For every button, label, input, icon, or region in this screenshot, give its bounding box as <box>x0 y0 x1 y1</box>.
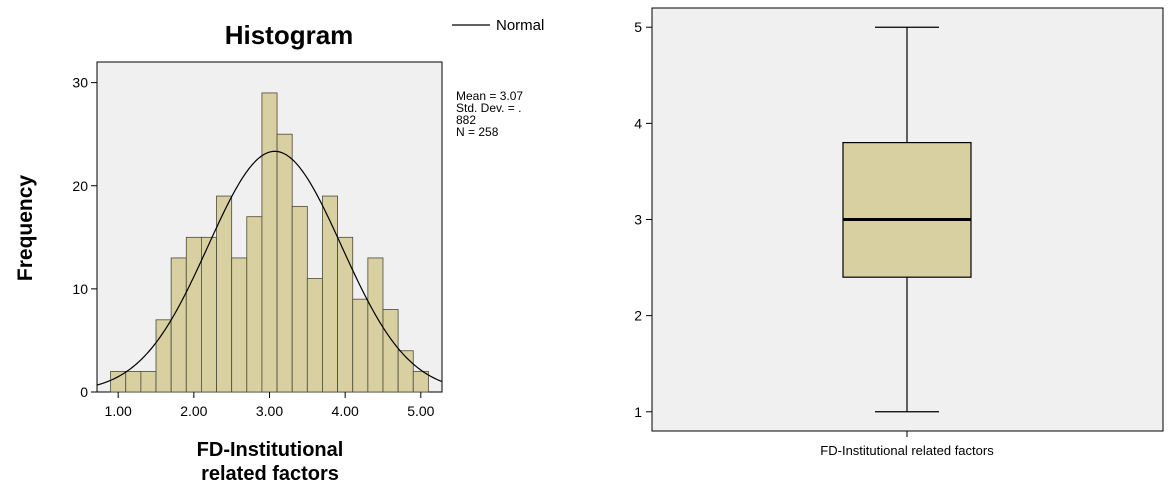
boxplot-y-tick-label: 1 <box>634 404 642 420</box>
histogram-bar <box>110 370 127 393</box>
histogram-chart: Histogram 0 10 20 30 1.00 2.00 3.00 4.00 5.00 F… <box>14 17 544 485</box>
histogram-bar <box>125 370 142 393</box>
histogram-bar <box>231 257 248 393</box>
histogram-x-axis-title-line1: FD-Institutional <box>197 439 344 461</box>
histogram-bar <box>216 195 233 393</box>
histogram-bar <box>276 133 293 393</box>
legend-normal-label: Normal <box>496 17 544 34</box>
histogram-x-tick-label: 5.00 <box>407 403 434 419</box>
histogram-x-axis: 1.00 2.00 3.00 4.00 5.00 <box>105 392 435 419</box>
boxplot-y-tick-label: 5 <box>634 19 642 35</box>
normal-curve <box>96 150 443 386</box>
histogram-bar <box>367 257 384 393</box>
boxplot-category-label: FD-Institutional related factors <box>820 443 994 458</box>
histogram-x-tick-label: 1.00 <box>105 403 132 419</box>
boxplot-y-tick-label: 4 <box>634 115 642 131</box>
histogram-bar <box>322 195 338 393</box>
histogram-x-tick-label: 2.00 <box>180 403 207 419</box>
histogram-bar <box>155 319 172 393</box>
histogram-bar <box>337 236 354 393</box>
stat-std-dev: Std. Dev. = . <box>456 101 521 115</box>
boxplot-y-tick-label: 3 <box>634 212 642 228</box>
histogram-bar <box>246 216 263 393</box>
histogram-bar <box>261 92 278 393</box>
histogram-bar <box>291 205 308 393</box>
histogram-y-axis: 0 10 20 30 <box>72 75 97 400</box>
histogram-y-tick-label: 10 <box>72 281 88 297</box>
histogram-bar <box>352 298 369 393</box>
histogram-y-tick-label: 20 <box>72 178 88 194</box>
histogram-bar <box>185 236 202 393</box>
histogram-title: Histogram <box>225 20 354 50</box>
histogram-x-tick-label: 3.00 <box>256 403 283 419</box>
stat-mean: Mean = 3.07 <box>456 89 523 103</box>
histogram-bar <box>201 236 217 393</box>
histogram-bar <box>170 257 187 393</box>
histogram-bar <box>382 309 399 393</box>
histogram-y-tick-label: 30 <box>72 75 88 91</box>
histogram-y-tick-label: 0 <box>80 384 88 400</box>
histogram-bar <box>306 278 323 393</box>
boxplot-chart: 1 2 3 4 5 FD-Institutional related factors <box>634 7 1164 458</box>
boxplot-y-tick-label: 2 <box>634 308 642 324</box>
histogram-y-axis-title: Frequency <box>14 175 37 282</box>
boxplot-box <box>842 141 972 278</box>
boxplot-marks <box>842 26 972 413</box>
stat-std-dev-cont: 882 <box>456 113 476 127</box>
histogram-bar <box>412 370 429 393</box>
boxplot-y-axis: 1 2 3 4 5 <box>634 19 652 420</box>
histogram-x-axis-title-line2: related factors <box>201 463 339 485</box>
stat-n: N = 258 <box>456 125 499 139</box>
histogram-x-tick-label: 4.00 <box>332 403 359 419</box>
histogram-bar <box>140 370 157 393</box>
